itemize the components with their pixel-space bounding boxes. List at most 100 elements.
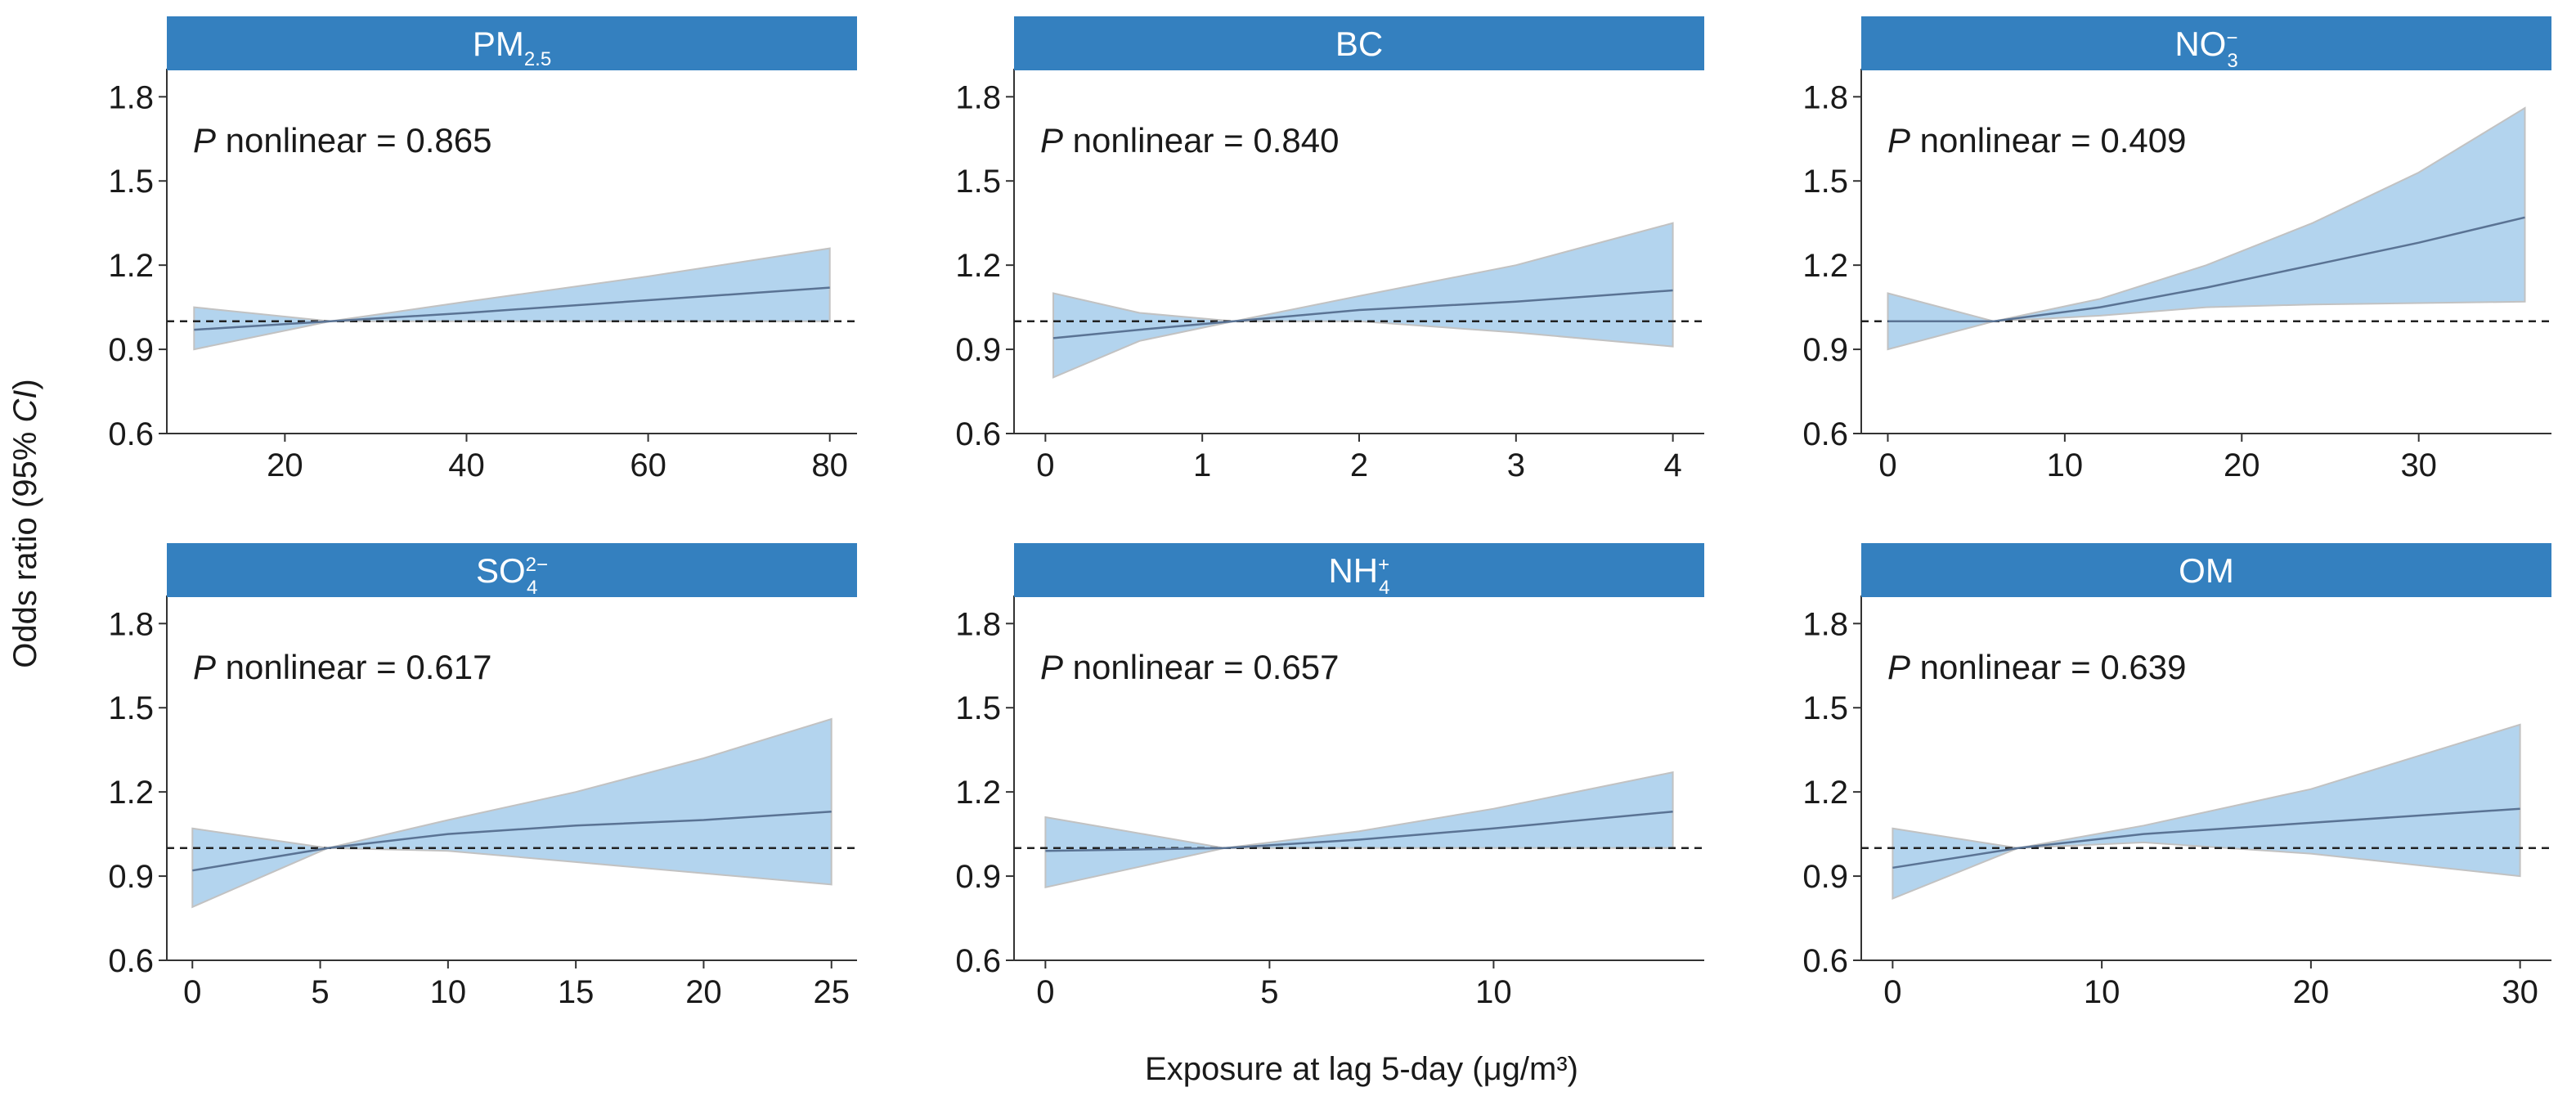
panel-SO42-: 0.6 0.9 1.2 1.5 1.8 0 5 10 15 20 25 SO2− 4 P nonlinea… (108, 543, 857, 1010)
p-nonlinear-value: nonlinear = 0.840 (1063, 121, 1339, 160)
p-nonlinear-label: P nonlinear = 0.865 (193, 121, 491, 160)
y-tick-label: 0.9 (108, 332, 154, 368)
strip-title: NO− 3 (2174, 25, 2237, 72)
ci-band (1044, 771, 1674, 889)
x-tick-label: 15 (558, 974, 595, 1010)
y-tick-label: 0.6 (1802, 416, 1848, 452)
y-tick-label: 0.6 (955, 943, 1001, 979)
strip-title-main: NO (2174, 25, 2226, 63)
strip-title-sup: 2− (526, 554, 548, 576)
y-tick-label: 1.8 (108, 606, 154, 642)
x-tick-label: 1 (1193, 447, 1211, 483)
y-tick-label: 0.9 (955, 859, 1001, 895)
y-tick-label: 0.9 (1802, 859, 1848, 895)
y-tick-label: 1.5 (108, 164, 154, 200)
x-tick-label: 10 (2084, 974, 2120, 1010)
x-tick-label: 5 (311, 974, 329, 1010)
x-tick-label: 10 (2047, 447, 2084, 483)
p-nonlinear-value: nonlinear = 0.639 (1910, 648, 2186, 686)
strip-header (167, 543, 857, 597)
strip-title: SO2− 4 (476, 551, 548, 599)
strip-title-sub: 4 (1379, 577, 1389, 599)
strip-header (1861, 543, 2551, 597)
p-nonlinear-value: nonlinear = 0.657 (1063, 648, 1339, 686)
x-tick-label: 0 (183, 974, 201, 1010)
y-tick-label: 0.6 (108, 943, 154, 979)
estimate-line (1892, 807, 2520, 870)
y-axis-title: Odds ratio (95% CI) (7, 379, 43, 667)
estimate-line (194, 286, 830, 331)
y-tick-label: 1.8 (955, 606, 1001, 642)
x-tick-label: 0 (1883, 974, 1901, 1010)
strip-header (1014, 16, 1704, 70)
panel-NH4+: 0.6 0.9 1.2 1.5 1.8 0 5 10 NH+ 4 P nonlinear = 0.6… (955, 543, 1704, 1010)
p-symbol: P (193, 648, 216, 686)
y-tick-label: 0.9 (108, 859, 154, 895)
estimate-line (1045, 810, 1673, 852)
y-tick-label: 1.5 (1802, 164, 1848, 200)
x-tick-label: 80 (811, 447, 848, 483)
x-tick-label: 0 (1036, 974, 1054, 1010)
y-tick-label: 0.9 (1802, 332, 1848, 368)
x-tick-label: 4 (1664, 447, 1682, 483)
p-symbol: P (193, 121, 216, 160)
y-tick-label: 1.2 (955, 775, 1001, 811)
y-tick-label: 1.8 (955, 79, 1001, 115)
panel-PM2.5: 0.6 0.9 1.2 1.5 1.8 20 40 60 80 PM2.5 P nonlinear … (108, 16, 857, 483)
strip-title: OM (2179, 551, 2234, 590)
x-tick-label: 40 (448, 447, 485, 483)
strip-title-sup: + (1378, 554, 1389, 576)
p-nonlinear-value: nonlinear = 0.617 (216, 648, 491, 686)
y-axis-title-suffix: ) (7, 379, 43, 389)
x-tick-label: 25 (813, 974, 850, 1010)
x-axis-title: Exposure at lag 5-day (μg/m³) (1145, 1051, 1578, 1087)
x-tick-label: 60 (630, 447, 666, 483)
x-tick-label: 20 (685, 974, 722, 1010)
panel-BC: 0.6 0.9 1.2 1.5 1.8 0 1 2 3 4 BC P nonlinear = 0.84… (955, 16, 1704, 483)
x-tick-label: 2 (1350, 447, 1368, 483)
strip-title: NH+ 4 (1328, 551, 1389, 599)
strip-title-main: SO (476, 551, 526, 590)
x-tick-label: 3 (1507, 447, 1525, 483)
p-nonlinear-label: P nonlinear = 0.617 (193, 648, 491, 686)
y-tick-label: 1.5 (955, 164, 1001, 200)
y-tick-label: 1.8 (1802, 79, 1848, 115)
x-tick-label: 20 (2224, 447, 2260, 483)
p-nonlinear-label: P nonlinear = 0.639 (1887, 648, 2186, 686)
strip-title-sub: 3 (2227, 50, 2237, 72)
ci-band (193, 247, 831, 351)
y-axis-title-italic: CI (7, 390, 43, 423)
y-tick-label: 1.8 (1802, 606, 1848, 642)
x-tick-label: 20 (2293, 974, 2330, 1010)
y-tick-label: 0.9 (955, 332, 1001, 368)
y-tick-label: 0.6 (955, 416, 1001, 452)
y-tick-label: 1.2 (955, 248, 1001, 284)
x-tick-label: 10 (1475, 974, 1512, 1010)
y-tick-label: 0.6 (108, 416, 154, 452)
strip-header (167, 16, 857, 70)
ci-band (191, 717, 832, 909)
y-axis-title-prefix: Odds ratio (95% (7, 423, 43, 668)
ci-band (1892, 723, 2521, 900)
p-nonlinear-value: nonlinear = 0.409 (1910, 121, 2186, 160)
x-tick-label: 20 (267, 447, 303, 483)
y-tick-label: 1.8 (108, 79, 154, 115)
strip-title-sub: 4 (527, 577, 537, 599)
y-tick-label: 1.2 (1802, 248, 1848, 284)
p-symbol: P (1040, 121, 1063, 160)
y-tick-label: 1.5 (955, 690, 1001, 726)
x-tick-label: 0 (1036, 447, 1054, 483)
panel-OM: 0.6 0.9 1.2 1.5 1.8 0 10 20 30 OM P nonlinear = 0.… (1802, 543, 2551, 1010)
strip-title: BC (1335, 25, 1383, 63)
x-tick-label: 30 (2502, 974, 2538, 1010)
ci-band (1052, 222, 1674, 379)
strip-header (1861, 16, 2551, 70)
ci-band (1887, 106, 2526, 351)
strip-title-sup: − (2226, 27, 2237, 49)
y-tick-label: 1.5 (108, 690, 154, 726)
estimate-line (192, 810, 832, 872)
strip-title-main: OM (2179, 551, 2234, 590)
strip-title: PM2.5 (473, 25, 551, 70)
